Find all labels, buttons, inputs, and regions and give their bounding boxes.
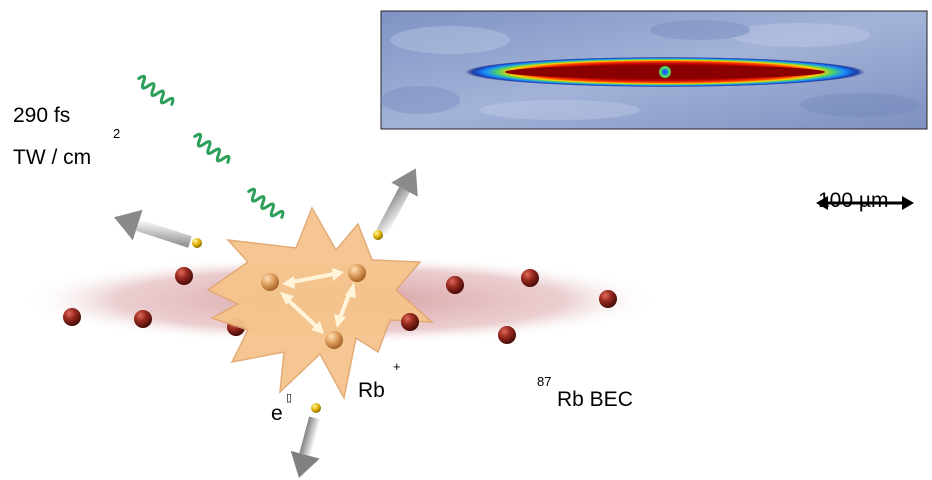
- ion: [261, 273, 279, 291]
- intensity-exponent: 2: [113, 126, 121, 141]
- atom: [599, 290, 617, 308]
- atom: [498, 326, 516, 344]
- bec-isotope-label: 87: [537, 374, 552, 389]
- electron: [373, 230, 383, 240]
- laser-pulse-3: [247, 187, 285, 219]
- scale-bar: [816, 196, 914, 210]
- electrons: [192, 230, 383, 413]
- arrow-down: [290, 416, 321, 478]
- atom: [446, 276, 464, 294]
- atom: [63, 308, 81, 326]
- repulsion-arrows: [280, 268, 356, 334]
- ion: [348, 264, 366, 282]
- ionization-burst: [206, 206, 435, 401]
- ion-label: Rb: [358, 379, 385, 402]
- ion: [325, 331, 343, 349]
- arrow-up-right: [376, 168, 418, 235]
- atom: [401, 313, 419, 331]
- electron: [192, 238, 202, 248]
- atom: [521, 269, 539, 287]
- scale-bar-label: 100 µm: [818, 189, 889, 212]
- escape-arrows: [113, 168, 418, 478]
- ions: [261, 264, 366, 349]
- pulse-duration-label: 290 fs: [13, 104, 71, 127]
- electron-charge: ▯: [286, 392, 293, 404]
- bec-label: Rb BEC: [557, 388, 633, 411]
- atom: [175, 267, 193, 285]
- electron-label: e: [271, 402, 283, 425]
- laser-pulse-2: [193, 132, 231, 164]
- arrow-up-left: [113, 209, 192, 248]
- laser-pulse-1: [137, 74, 175, 106]
- absorption-image: [380, 10, 928, 130]
- intensity-label: TW / cm: [13, 146, 92, 169]
- laser-pulse-icons: [137, 74, 285, 219]
- electron: [311, 403, 321, 413]
- ion-charge: +: [393, 359, 401, 374]
- atom: [134, 310, 152, 328]
